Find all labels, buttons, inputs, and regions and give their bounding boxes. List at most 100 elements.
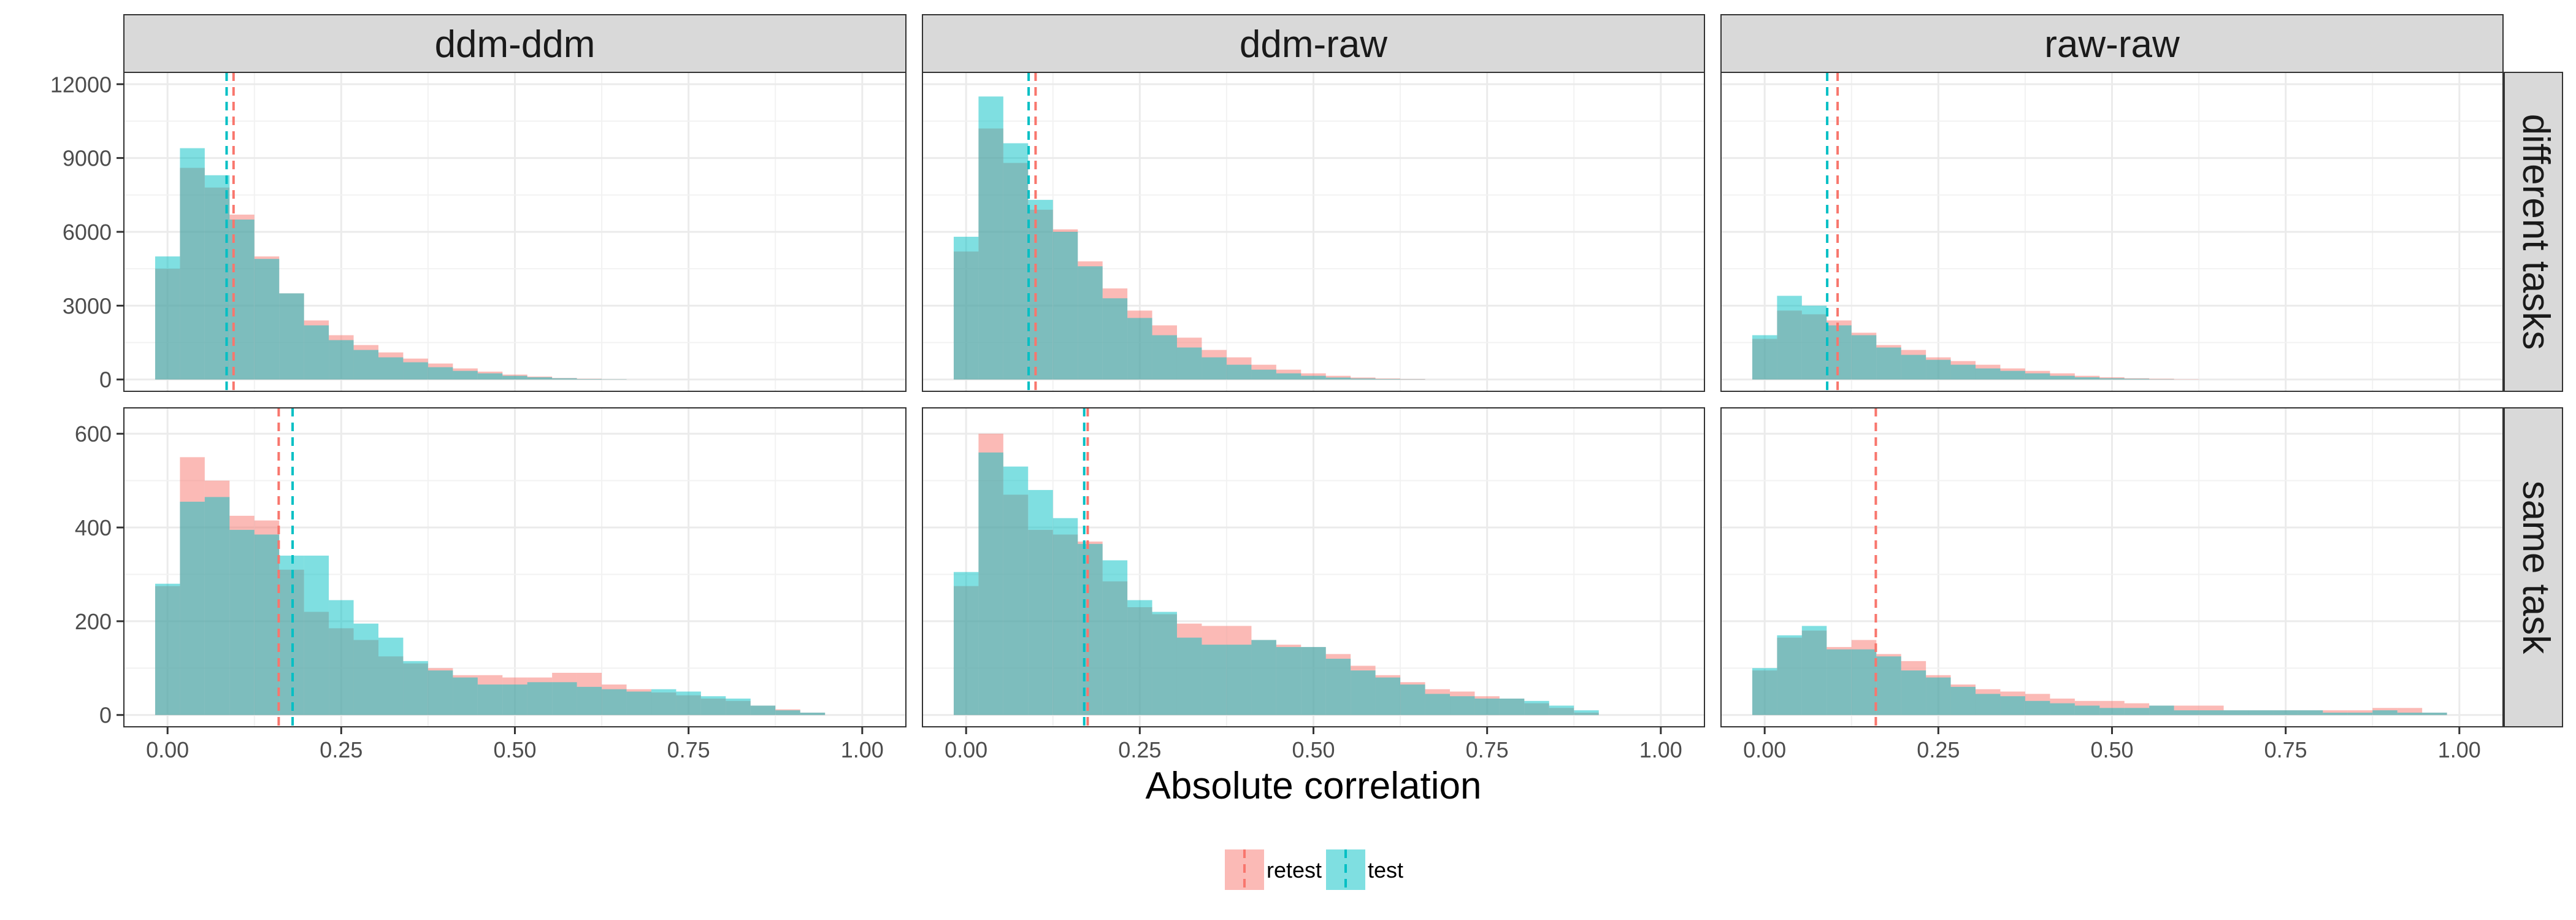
bar-test bbox=[1827, 325, 1852, 380]
bar-test bbox=[1127, 318, 1152, 380]
bar-test bbox=[1152, 611, 1177, 715]
row-strip-label: same task bbox=[2515, 481, 2557, 655]
bar-test bbox=[2099, 708, 2125, 715]
y-tick-label: 3000 bbox=[63, 293, 112, 318]
bar-test bbox=[1003, 466, 1029, 715]
x-tick-label: 0.25 bbox=[1917, 737, 1960, 762]
bar-test bbox=[1052, 518, 1078, 715]
y-tick-label: 400 bbox=[75, 515, 112, 540]
bar-test bbox=[254, 259, 280, 380]
y-tick-label: 0 bbox=[99, 367, 112, 393]
bar-test bbox=[1901, 355, 1926, 380]
bar-test bbox=[1425, 694, 1451, 715]
bar-test bbox=[304, 325, 329, 380]
bar-test bbox=[1301, 646, 1326, 715]
bar-test bbox=[155, 256, 180, 380]
facet-strip-raw-raw bbox=[1720, 14, 2504, 73]
bar-test bbox=[1950, 686, 1976, 715]
bar-test bbox=[1028, 489, 1053, 715]
bar-test bbox=[1325, 659, 1351, 715]
y-tick-label: 200 bbox=[75, 609, 112, 634]
legend-item-retest: retest bbox=[1225, 849, 1322, 890]
bar-test bbox=[2347, 712, 2373, 715]
x-axis-title: Absolute correlation bbox=[1146, 765, 1482, 807]
bar-test bbox=[403, 362, 428, 380]
bar-test bbox=[1752, 668, 1777, 715]
bar-test bbox=[1851, 649, 1877, 715]
bar-test bbox=[1028, 199, 1053, 380]
bar-test bbox=[700, 696, 726, 715]
bar-test bbox=[2074, 705, 2100, 715]
bar-test bbox=[1226, 364, 1252, 380]
bar-test bbox=[1102, 298, 1128, 380]
bar-test bbox=[2099, 378, 2125, 380]
bar-test bbox=[1400, 684, 1425, 715]
x-tick-label: 0.50 bbox=[493, 737, 536, 762]
bar-test bbox=[1102, 560, 1128, 715]
bar-test bbox=[978, 452, 1003, 715]
panel-ddm-ddm-same-task bbox=[123, 407, 907, 727]
bar-test bbox=[1876, 656, 1901, 715]
bar-test bbox=[155, 583, 180, 715]
bar-test bbox=[1375, 677, 1401, 715]
bar-test bbox=[1901, 670, 1926, 715]
facet-strip-label: raw-raw bbox=[2044, 23, 2180, 66]
bar-test bbox=[1351, 378, 1376, 380]
bar-test bbox=[1226, 645, 1252, 715]
bar-test bbox=[279, 293, 304, 380]
row-strip-same-task bbox=[2504, 407, 2563, 727]
bar-test bbox=[2223, 710, 2249, 715]
bar-test bbox=[1251, 640, 1276, 715]
panel-border bbox=[1720, 72, 2504, 392]
bar-test bbox=[1078, 543, 1103, 715]
y-tick-label: 0 bbox=[99, 703, 112, 728]
bar-test bbox=[1777, 635, 1802, 715]
bar-retest bbox=[2397, 708, 2423, 715]
bar-test bbox=[1202, 357, 1227, 380]
bar-test bbox=[1499, 698, 1525, 715]
bar-test bbox=[1325, 377, 1351, 380]
bar-test bbox=[1926, 359, 1951, 380]
bar-test bbox=[1176, 637, 1202, 715]
x-tick-label: 1.00 bbox=[841, 737, 884, 762]
x-tick-label: 0.25 bbox=[1118, 737, 1161, 762]
x-tick-label: 0.50 bbox=[1292, 737, 1335, 762]
facet-strip-label: ddm-ddm bbox=[435, 23, 596, 66]
bar-test bbox=[502, 684, 527, 715]
bar-test bbox=[1276, 646, 1301, 715]
bar-test bbox=[651, 689, 677, 715]
bar-test bbox=[953, 237, 979, 380]
bar-test bbox=[378, 637, 404, 715]
bar-test bbox=[1801, 626, 1827, 715]
bar-test bbox=[2050, 703, 2075, 715]
bar-test bbox=[1574, 710, 1599, 715]
bar-test bbox=[2149, 705, 2174, 715]
row-strip-label: different tasks bbox=[2515, 114, 2557, 350]
bar-test bbox=[2199, 710, 2224, 715]
x-tick-label: 1.00 bbox=[2438, 737, 2481, 762]
bar-test bbox=[353, 623, 378, 715]
bar-test bbox=[2050, 375, 2075, 380]
bar-test bbox=[453, 677, 478, 715]
y-tick-label: 9000 bbox=[63, 146, 112, 171]
panel-raw-raw-same-task bbox=[1720, 407, 2504, 727]
x-tick-label: 0.75 bbox=[1466, 737, 1509, 762]
bar-test bbox=[180, 148, 205, 380]
panel-ddm-raw-same-task bbox=[922, 407, 1705, 727]
y-tick-label: 600 bbox=[75, 421, 112, 447]
bar-test bbox=[477, 373, 503, 380]
panel-raw-raw-different-tasks bbox=[1720, 72, 2504, 392]
legend-item-test: test bbox=[1326, 849, 1403, 890]
bar-test bbox=[1801, 305, 1827, 380]
legend-label: test bbox=[1368, 857, 1403, 883]
bar-test bbox=[978, 96, 1003, 380]
bar-test bbox=[552, 682, 577, 715]
bar-test bbox=[1827, 649, 1852, 715]
bar-test bbox=[1975, 368, 2001, 380]
bar-test bbox=[2248, 710, 2274, 715]
bar-test bbox=[1876, 347, 1901, 380]
bar-test bbox=[1926, 677, 1951, 715]
bar-test bbox=[602, 689, 627, 715]
x-tick-label: 0.50 bbox=[2090, 737, 2133, 762]
x-tick-label: 1.00 bbox=[1639, 737, 1682, 762]
